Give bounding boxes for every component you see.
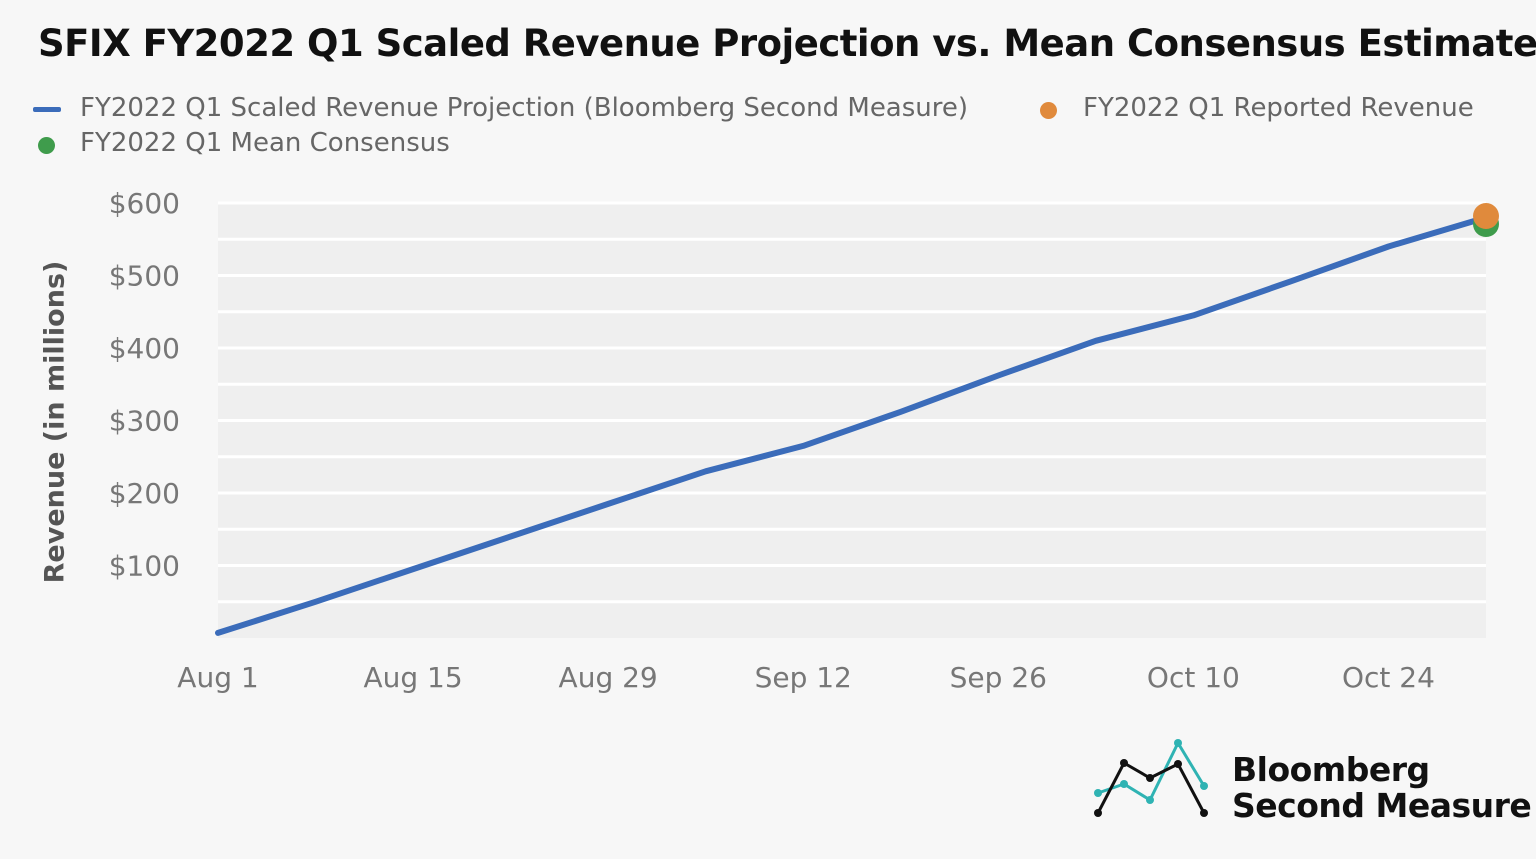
logo-dot bbox=[1094, 789, 1102, 797]
logo-dot bbox=[1200, 809, 1208, 817]
x-tick-label: Sep 12 bbox=[755, 661, 852, 694]
point-reported-revenue bbox=[1473, 203, 1499, 230]
x-tick-labels: Aug 1 Aug 15 Aug 29 Sep 12 Sep 26 Oct 10 Oct 2… bbox=[177, 661, 1435, 694]
legend-swatch-consensus bbox=[38, 137, 55, 154]
chart-title: SFIX FY2022 Q1 Scaled Revenue Projection… bbox=[38, 22, 1536, 65]
series-group bbox=[215, 214, 1489, 636]
logo-dot bbox=[1174, 739, 1182, 747]
legend-label-projection: FY2022 Q1 Scaled Revenue Projection (Blo… bbox=[80, 93, 969, 123]
logo-dot bbox=[1094, 809, 1102, 817]
logo-dot bbox=[1146, 796, 1154, 804]
legend-label-consensus: FY2022 Q1 Mean Consensus bbox=[80, 128, 450, 158]
y-tick-labels: $100 $200 $300 $400 $500 $600 bbox=[109, 187, 180, 583]
logo-text-second-measure: Second Measure bbox=[1232, 786, 1532, 825]
x-tick-label: Oct 24 bbox=[1342, 661, 1435, 694]
point-markers bbox=[1473, 203, 1499, 238]
logo-line-teal bbox=[1097, 739, 1206, 803]
x-tick-label: Aug 29 bbox=[559, 661, 658, 694]
x-tick-label: Sep 26 bbox=[950, 661, 1047, 694]
y-tick-label: $500 bbox=[109, 260, 180, 293]
y-tick-label: $300 bbox=[109, 405, 180, 438]
bloomberg-second-measure-logo-icon bbox=[1094, 739, 1208, 817]
y-tick-label: $600 bbox=[109, 187, 180, 220]
x-tick-label: Oct 10 bbox=[1147, 661, 1240, 694]
y-tick-label: $400 bbox=[109, 332, 180, 365]
legend-label-reported: FY2022 Q1 Reported Revenue bbox=[1083, 93, 1474, 123]
y-tick-label: $200 bbox=[109, 477, 180, 510]
logo-dot bbox=[1146, 774, 1154, 782]
x-tick-label: Aug 1 bbox=[177, 661, 258, 694]
series-line-projection bbox=[215, 214, 1489, 636]
legend-swatch-reported bbox=[1040, 102, 1057, 119]
x-tick-label: Aug 15 bbox=[363, 661, 462, 694]
gridlines bbox=[218, 201, 1486, 604]
logo-dot bbox=[1120, 780, 1128, 788]
logo-dot bbox=[1174, 760, 1182, 768]
logo-dot bbox=[1120, 759, 1128, 767]
y-tick-label: $100 bbox=[109, 550, 180, 583]
legend-swatch-projection bbox=[33, 107, 61, 112]
logo-dot bbox=[1200, 782, 1208, 790]
logo-text-bloomberg: Bloomberg bbox=[1232, 750, 1430, 789]
